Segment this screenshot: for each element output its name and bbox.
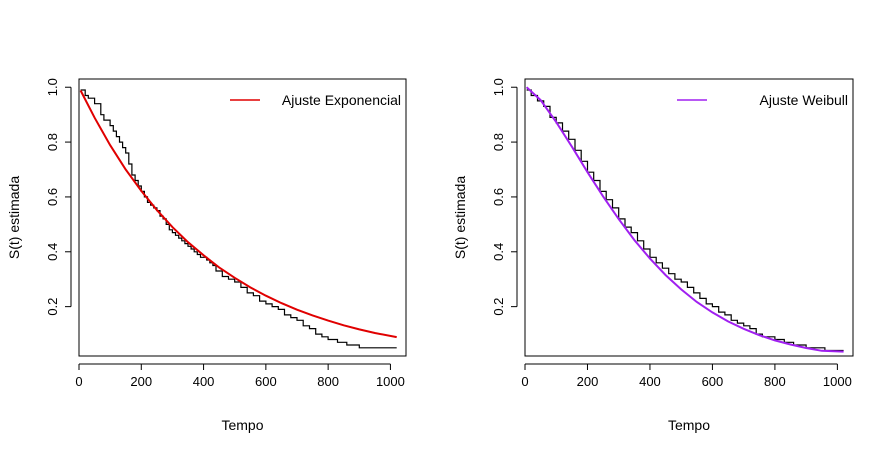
x-axis-title: Tempo bbox=[668, 417, 710, 433]
x-tick-label: 600 bbox=[255, 374, 277, 389]
y-tick-label: 0.2 bbox=[491, 298, 506, 316]
chart-panel-1: 0 200 400 600 800 1000 0.2 0.4 0.6 0.8 1.0 Tempo S(t… bbox=[6, 78, 407, 433]
chart-panel-2: 0 200 400 600 800 1000 0.2 0.4 0.6 0.8 1.0 Tempo S(t… bbox=[452, 78, 854, 433]
x-tick-label: 1000 bbox=[823, 374, 852, 389]
legend-label: Ajuste Weibull bbox=[760, 92, 848, 108]
x-tick-label: 200 bbox=[130, 374, 152, 389]
km-step-curve bbox=[526, 89, 844, 352]
y-tick-label: 0.6 bbox=[45, 188, 60, 206]
km-step-curve bbox=[80, 89, 397, 349]
y-axis-title: S(t) estimada bbox=[6, 176, 22, 259]
x-tick-label: 400 bbox=[639, 374, 661, 389]
y-tick-label: 1.0 bbox=[491, 78, 506, 96]
x-tick-label: 0 bbox=[521, 374, 528, 389]
fitted-curve-ajuste-weibull bbox=[525, 86, 844, 353]
legend-label: Ajuste Exponencial bbox=[282, 92, 401, 108]
x-tick-label: 1000 bbox=[376, 374, 405, 389]
x-tick-label: 800 bbox=[764, 374, 786, 389]
y-tick-label: 1.0 bbox=[45, 78, 60, 96]
y-tick-label: 0.4 bbox=[45, 243, 60, 261]
y-tick-label: 0.4 bbox=[491, 243, 506, 261]
x-tick-label: 0 bbox=[75, 374, 82, 389]
y-tick-label: 0.2 bbox=[45, 298, 60, 316]
x-tick-label: 600 bbox=[702, 374, 724, 389]
x-tick-label: 400 bbox=[193, 374, 215, 389]
x-axis-title: Tempo bbox=[221, 417, 263, 433]
plot-frame bbox=[524, 78, 854, 357]
plot-frame bbox=[78, 78, 407, 357]
y-axis-title: S(t) estimada bbox=[452, 176, 468, 259]
fitted-curve-ajuste-exponencial bbox=[79, 90, 397, 339]
x-tick-label: 200 bbox=[577, 374, 599, 389]
x-tick-label: 800 bbox=[317, 374, 339, 389]
y-tick-label: 0.6 bbox=[491, 188, 506, 206]
y-tick-label: 0.8 bbox=[491, 133, 506, 151]
y-tick-label: 0.8 bbox=[45, 133, 60, 151]
